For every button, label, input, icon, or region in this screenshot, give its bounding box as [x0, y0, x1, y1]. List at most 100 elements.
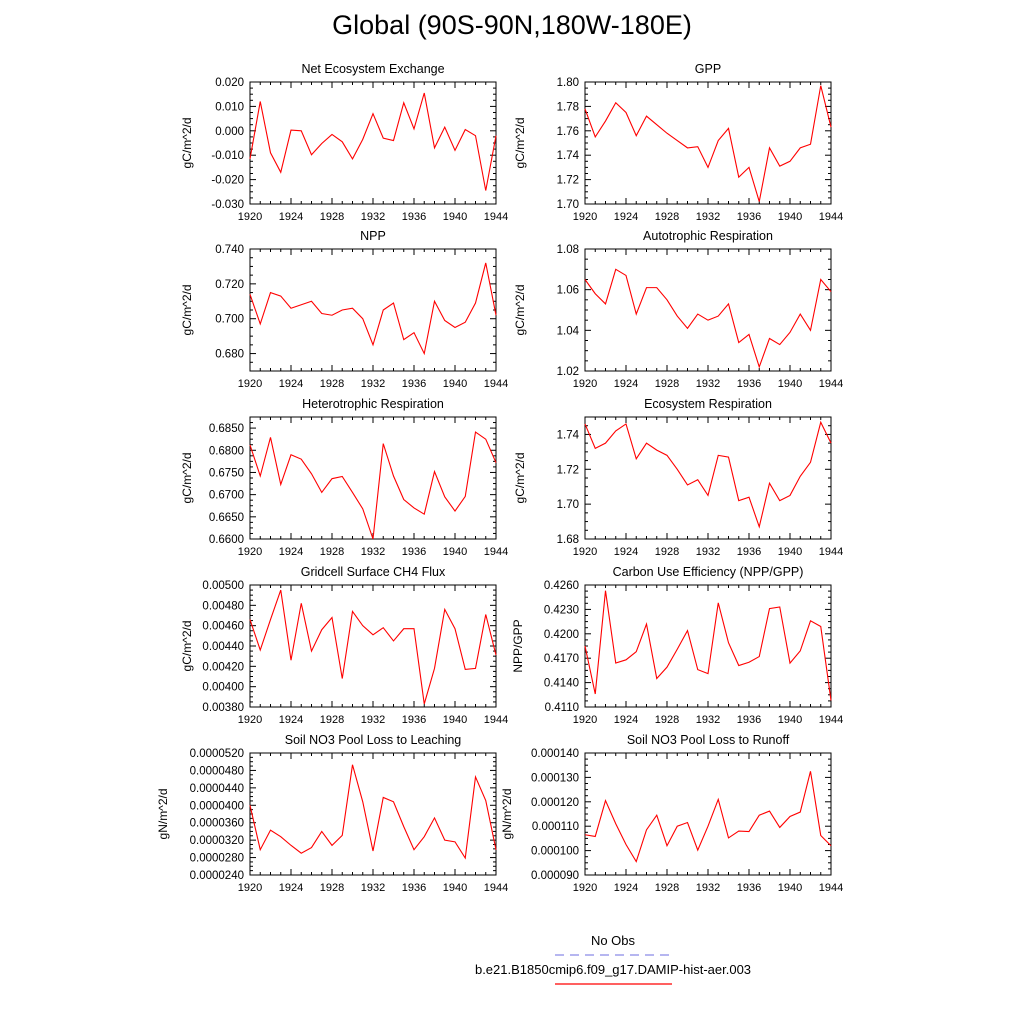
x-tick-label: 1928	[655, 882, 679, 894]
x-tick-label: 1936	[402, 211, 426, 223]
y-tick-label: 1.72	[557, 464, 579, 476]
x-tick-label: 1928	[655, 211, 679, 223]
chart-panel-8: Soil NO3 Pool Loss to Leaching 1920 1924 19…	[156, 733, 508, 894]
y-tick-label: 0.4140	[544, 678, 579, 690]
plot-frame	[584, 752, 832, 876]
y-tick-label: 1.78	[557, 101, 579, 113]
series-line-0	[584, 771, 832, 863]
x-tick-label: 1944	[819, 546, 843, 558]
x-tick-label: 1936	[737, 211, 761, 223]
x-tick-label: 1936	[737, 378, 761, 390]
plot-frame	[249, 248, 497, 372]
panel-title: NPP	[360, 229, 386, 243]
x-tick-label: 1920	[238, 882, 262, 894]
x-tick-label: 1928	[320, 378, 344, 390]
x-tick-label: 1924	[279, 546, 303, 558]
x-tick-label: 1932	[696, 211, 720, 223]
y-tick-label: 0.000	[215, 126, 244, 138]
y-tick-label: 0.00460	[202, 621, 244, 633]
y-axis-label: gC/m^2/d	[513, 285, 527, 336]
x-tick-label: 1924	[279, 882, 303, 894]
y-tick-label: 0.0000440	[190, 783, 244, 795]
plot-frame	[584, 416, 832, 540]
series-line-0	[249, 589, 497, 705]
series-line-0	[584, 268, 832, 369]
x-tick-label: 1936	[402, 378, 426, 390]
y-tick-label: 0.4230	[544, 604, 579, 616]
y-tick-label: 0.00420	[202, 661, 244, 673]
x-tick-label: 1932	[361, 378, 385, 390]
y-tick-label: 0.00440	[202, 641, 244, 653]
x-tick-label: 1932	[696, 882, 720, 894]
x-tick-label: 1932	[361, 211, 385, 223]
plot-frame	[584, 584, 832, 708]
y-axis-label: gC/m^2/d	[513, 118, 527, 169]
x-tick-label: 1932	[361, 714, 385, 726]
x-tick-label: 1928	[655, 546, 679, 558]
x-tick-label: 1940	[778, 211, 802, 223]
y-tick-label: 1.04	[557, 325, 580, 337]
y-tick-label: 1.74	[557, 429, 580, 441]
chart-panel-3: Autotrophic Respiration 1920 1924 1928 1932 1…	[513, 229, 843, 390]
y-tick-label: 1.80	[557, 77, 579, 89]
y-axis-label: gC/m^2/d	[513, 453, 527, 504]
x-tick-label: 1924	[279, 378, 303, 390]
series-line-0	[584, 590, 832, 701]
x-tick-label: 1940	[443, 378, 467, 390]
series-line-0	[584, 420, 832, 529]
series-line-0	[249, 764, 497, 860]
x-tick-label: 1920	[573, 546, 597, 558]
y-axis-label: gN/m^2/d	[156, 789, 170, 840]
x-tick-label: 1924	[614, 714, 638, 726]
x-tick-label: 1920	[573, 211, 597, 223]
y-tick-label: 0.700	[215, 314, 244, 326]
y-tick-label: 1.68	[557, 534, 579, 546]
y-tick-label: 0.00500	[202, 580, 244, 592]
x-tick-label: 1940	[443, 714, 467, 726]
y-tick-label: 0.000090	[531, 870, 579, 882]
panel-title: Net Ecosystem Exchange	[301, 62, 444, 76]
x-tick-label: 1936	[737, 714, 761, 726]
x-tick-label: 1936	[402, 882, 426, 894]
y-tick-label: 1.02	[557, 366, 579, 378]
chart-panel-6: Gridcell Surface CH4 Flux 1920 1924 1928 193…	[180, 565, 508, 726]
figure-title: Global (90S-90N,180W-180E)	[332, 10, 692, 40]
x-tick-label: 1940	[443, 546, 467, 558]
x-tick-label: 1944	[484, 211, 508, 223]
series-line-0	[249, 92, 497, 191]
panel-title: Gridcell Surface CH4 Flux	[301, 565, 446, 579]
x-tick-label: 1920	[238, 546, 262, 558]
y-axis-label: gC/m^2/d	[180, 285, 194, 336]
x-tick-label: 1932	[696, 378, 720, 390]
x-tick-label: 1928	[320, 882, 344, 894]
chart-panel-7: Carbon Use Efficiency (NPP/GPP) 1920 1924 1…	[511, 565, 843, 726]
x-tick-label: 1944	[819, 714, 843, 726]
y-tick-label: 0.00480	[202, 600, 244, 612]
x-tick-label: 1940	[778, 378, 802, 390]
y-tick-label: 0.0000480	[190, 765, 244, 777]
x-tick-label: 1932	[696, 714, 720, 726]
chart-panel-0: Net Ecosystem Exchange 1920 1924 1928 1932 19…	[180, 62, 508, 223]
x-tick-label: 1944	[819, 211, 843, 223]
panel-title: GPP	[695, 62, 721, 76]
x-tick-label: 1936	[402, 714, 426, 726]
y-tick-label: 0.6650	[209, 512, 244, 524]
x-tick-label: 1920	[238, 378, 262, 390]
x-tick-label: 1928	[655, 378, 679, 390]
x-tick-label: 1936	[402, 546, 426, 558]
y-axis-label: NPP/GPP	[511, 619, 525, 672]
x-tick-label: 1944	[484, 546, 508, 558]
y-tick-label: 0.000120	[531, 797, 579, 809]
y-tick-label: 0.740	[215, 244, 244, 256]
y-tick-label: 0.0000520	[190, 748, 244, 760]
plot-frame	[249, 752, 497, 876]
x-tick-label: 1940	[443, 882, 467, 894]
x-tick-label: 1920	[573, 882, 597, 894]
y-tick-label: 0.0000240	[190, 870, 244, 882]
x-tick-label: 1932	[361, 882, 385, 894]
chart-panel-9: Soil NO3 Pool Loss to Runoff 1920 1924 1928…	[500, 733, 843, 894]
y-tick-label: -0.010	[211, 150, 244, 162]
x-tick-label: 1924	[614, 546, 638, 558]
y-axis-label: gC/m^2/d	[180, 118, 194, 169]
